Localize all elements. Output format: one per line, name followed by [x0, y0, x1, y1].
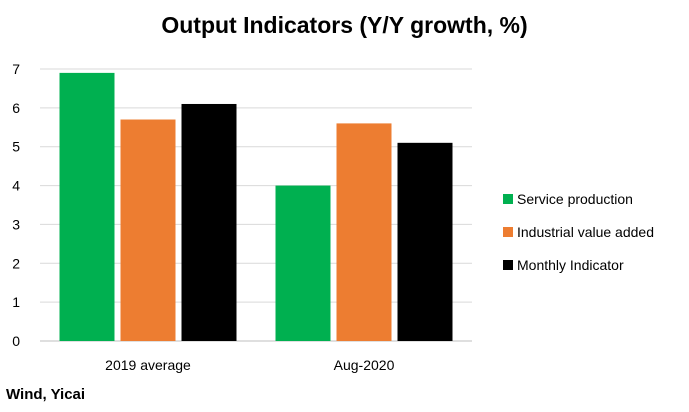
legend-label: Service production	[517, 191, 633, 207]
y-axis: 0 1 2 3 4 5 6 7	[12, 61, 20, 349]
legend-swatch	[503, 194, 513, 204]
bar-monthly-indicator	[181, 103, 237, 341]
y-tick-label: 7	[12, 61, 20, 77]
x-tick-label: Aug-2020	[334, 357, 395, 373]
y-tick-label: 5	[12, 139, 20, 155]
y-tick-label: 2	[12, 255, 20, 271]
bar-industrial-value-added	[336, 123, 392, 342]
y-tick-label: 3	[12, 216, 20, 232]
legend-label: Monthly Indicator	[517, 257, 624, 273]
legend-swatch	[503, 227, 513, 237]
bar-monthly-indicator	[397, 142, 453, 341]
bar-service-production	[59, 72, 115, 341]
legend: Service production Industrial value added…	[503, 191, 654, 273]
legend-swatch	[503, 260, 513, 270]
x-tick-label: 2019 average	[105, 357, 191, 373]
y-tick-label: 1	[12, 294, 20, 310]
chart-title: Output Indicators (Y/Y growth, %)	[161, 12, 528, 38]
bars	[59, 72, 453, 342]
source-note: Wind, Yicai	[6, 386, 86, 403]
bar-service-production	[275, 185, 331, 341]
x-axis: 2019 average Aug-2020	[105, 357, 394, 373]
legend-label: Industrial value added	[517, 224, 654, 240]
y-tick-label: 0	[12, 333, 20, 349]
y-tick-label: 6	[12, 100, 20, 116]
y-tick-label: 4	[12, 178, 20, 194]
bar-industrial-value-added	[120, 119, 176, 341]
